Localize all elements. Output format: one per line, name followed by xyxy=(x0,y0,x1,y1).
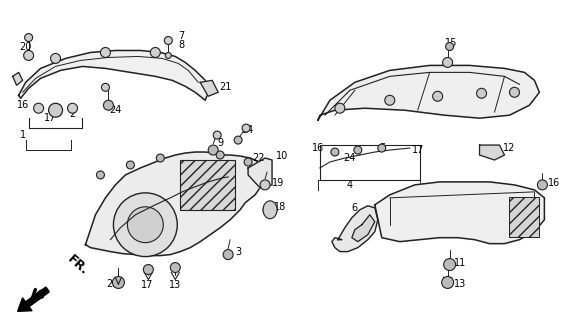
Text: 3: 3 xyxy=(235,247,241,257)
Circle shape xyxy=(234,136,242,144)
Text: 6: 6 xyxy=(352,203,358,213)
Circle shape xyxy=(538,180,547,190)
Circle shape xyxy=(103,100,114,110)
Circle shape xyxy=(476,88,487,98)
Circle shape xyxy=(433,91,442,101)
Circle shape xyxy=(166,52,171,59)
Text: 23: 23 xyxy=(106,279,118,290)
Circle shape xyxy=(68,103,78,113)
Circle shape xyxy=(442,58,452,68)
Text: 22: 22 xyxy=(252,153,264,163)
Text: FR.: FR. xyxy=(65,252,90,277)
Circle shape xyxy=(260,180,270,190)
Text: 10: 10 xyxy=(276,151,288,161)
Polygon shape xyxy=(375,182,545,244)
Circle shape xyxy=(223,250,233,260)
Text: 17: 17 xyxy=(44,113,57,123)
Circle shape xyxy=(263,203,277,217)
Text: 20: 20 xyxy=(19,43,32,52)
Circle shape xyxy=(213,131,221,139)
Circle shape xyxy=(331,148,339,156)
Circle shape xyxy=(34,103,44,113)
Circle shape xyxy=(48,103,62,117)
Text: 16: 16 xyxy=(16,100,29,110)
Text: 7: 7 xyxy=(178,30,184,41)
Polygon shape xyxy=(13,72,23,85)
Bar xyxy=(320,145,420,180)
Text: 21: 21 xyxy=(219,82,231,92)
Bar xyxy=(180,160,235,210)
Text: 16: 16 xyxy=(548,178,560,188)
Polygon shape xyxy=(318,65,539,120)
Text: 24: 24 xyxy=(343,153,356,163)
Circle shape xyxy=(216,151,224,159)
Circle shape xyxy=(114,193,177,257)
Circle shape xyxy=(510,87,519,97)
Polygon shape xyxy=(332,206,378,252)
Circle shape xyxy=(143,265,153,275)
Circle shape xyxy=(150,47,160,58)
Text: 15: 15 xyxy=(445,37,458,47)
Polygon shape xyxy=(480,145,504,160)
Circle shape xyxy=(51,53,61,63)
Circle shape xyxy=(164,36,173,44)
Circle shape xyxy=(378,144,386,152)
Circle shape xyxy=(24,34,33,42)
Text: 2: 2 xyxy=(69,109,76,119)
Text: 8: 8 xyxy=(178,39,184,50)
Text: 18: 18 xyxy=(274,202,286,212)
Text: 11: 11 xyxy=(454,258,466,268)
Text: 14: 14 xyxy=(242,125,254,135)
Polygon shape xyxy=(86,152,265,256)
FancyArrow shape xyxy=(17,287,50,311)
Text: 12: 12 xyxy=(503,143,516,153)
Circle shape xyxy=(385,95,395,105)
Circle shape xyxy=(127,161,134,169)
Polygon shape xyxy=(200,80,218,96)
Circle shape xyxy=(113,276,124,288)
Circle shape xyxy=(244,158,252,166)
Circle shape xyxy=(101,83,110,91)
Circle shape xyxy=(242,124,250,132)
Text: 19: 19 xyxy=(272,178,284,188)
Circle shape xyxy=(156,154,164,162)
Circle shape xyxy=(354,146,362,154)
Text: 17: 17 xyxy=(141,280,153,291)
Text: 13: 13 xyxy=(169,280,181,291)
Circle shape xyxy=(24,51,34,60)
Text: 1: 1 xyxy=(20,130,26,140)
Text: 24: 24 xyxy=(109,105,122,115)
Circle shape xyxy=(128,207,163,243)
Circle shape xyxy=(444,259,455,270)
Circle shape xyxy=(100,47,110,58)
Text: 5: 5 xyxy=(380,143,386,153)
Circle shape xyxy=(208,145,218,155)
Text: 13: 13 xyxy=(454,279,466,290)
Polygon shape xyxy=(19,51,210,100)
Circle shape xyxy=(445,43,454,51)
Circle shape xyxy=(96,171,104,179)
Polygon shape xyxy=(352,215,375,242)
Text: 16: 16 xyxy=(312,143,324,153)
Circle shape xyxy=(442,276,454,288)
Polygon shape xyxy=(248,158,272,188)
Text: 9: 9 xyxy=(217,138,223,148)
Bar xyxy=(510,197,539,237)
Circle shape xyxy=(170,262,180,273)
Text: 17: 17 xyxy=(412,145,424,155)
Circle shape xyxy=(335,103,345,113)
Ellipse shape xyxy=(263,201,277,219)
Text: 4: 4 xyxy=(347,180,353,190)
